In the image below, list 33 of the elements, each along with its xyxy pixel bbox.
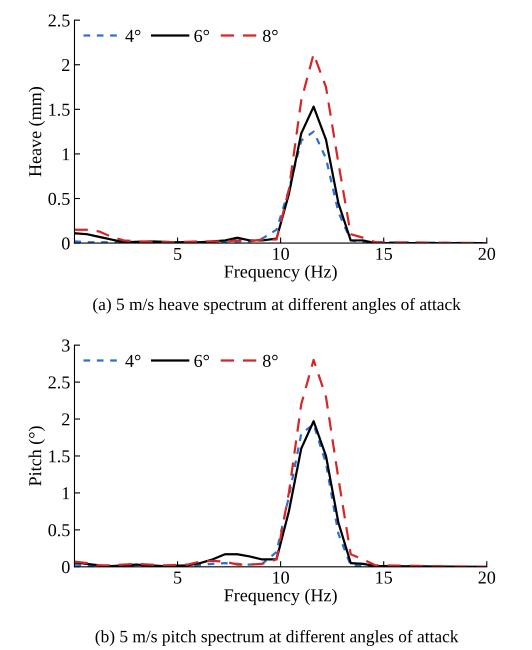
y-tick-label: 1.5 — [49, 104, 70, 116]
y-tick-label: 1 — [62, 148, 70, 160]
legend-label: 4° — [125, 354, 140, 367]
y-axis-title: Pitch (°) — [28, 426, 45, 486]
y-tick-label: 2 — [62, 59, 70, 72]
y-tick-label: 0.5 — [48, 524, 70, 536]
x-tick-label: 15 — [376, 248, 392, 260]
y-tick-label: 1 — [62, 487, 70, 500]
legend-label: 6° — [194, 30, 210, 42]
x-tick-label: 15 — [376, 572, 392, 584]
y-tick-label: 2.5 — [48, 14, 70, 27]
legend-label: 8° — [262, 30, 278, 42]
legend-label: 6° — [194, 354, 210, 367]
x-axis-title: Frequency (Hz) — [224, 265, 337, 282]
y-tick-label: 0.5 — [48, 192, 70, 206]
text: (b) 5 m/s pitch spectrum at different angles of attack — [96, 630, 458, 646]
y-tick-label: 0 — [62, 237, 70, 250]
y-tick-label: 2.5 — [48, 376, 70, 389]
x-tick-label: 10 — [273, 571, 289, 584]
y-tick-label: 3 — [62, 339, 70, 352]
y-axis-title: Heave (mm) — [28, 87, 45, 176]
x-tick-label: 5 — [174, 248, 182, 260]
x-tick-label: 10 — [273, 248, 289, 260]
legend-label: 8° — [262, 354, 278, 367]
x-axis-title: Frequency (Hz) — [224, 588, 337, 606]
x-tick-label: 5 — [174, 572, 182, 584]
legend-label: 4° — [125, 30, 140, 42]
text: (a) 5 m/s heave spectrum at different angles of attack — [93, 298, 461, 314]
y-tick-label: 0 — [62, 561, 70, 574]
y-tick-label: 1.5 — [49, 450, 70, 462]
x-tick-label: 20 — [478, 571, 496, 584]
y-tick-label: 2 — [62, 413, 70, 426]
x-tick-label: 20 — [478, 248, 496, 260]
